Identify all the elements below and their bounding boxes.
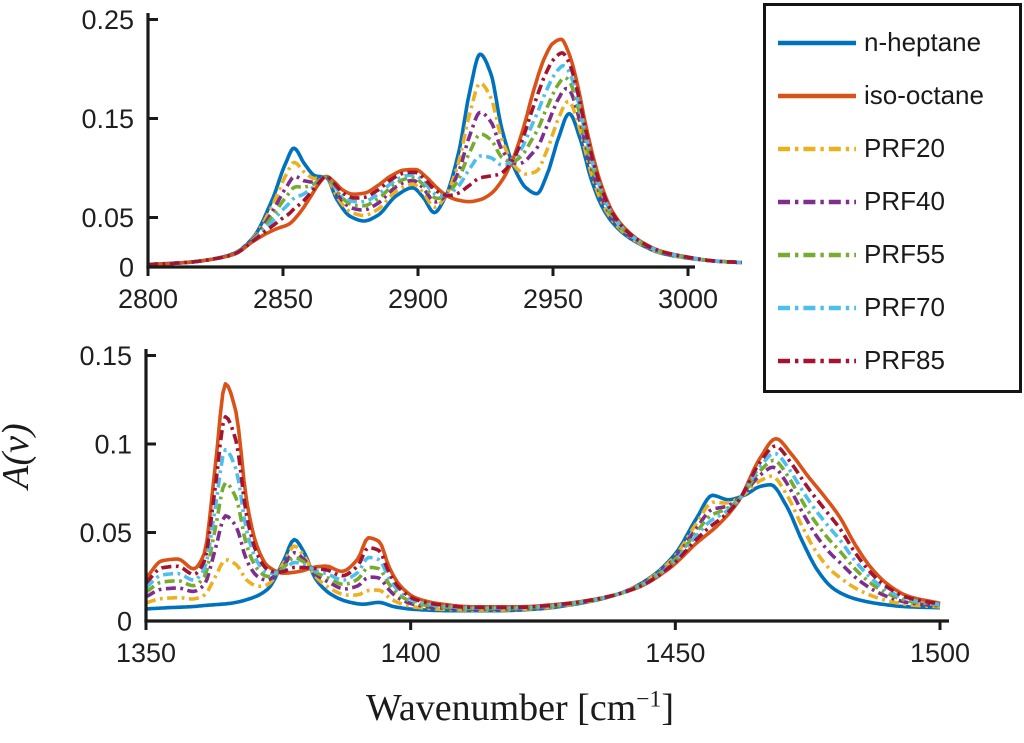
x-tick-label: 2950: [523, 284, 583, 314]
curve-n-heptane: [147, 52, 743, 267]
top-subplot: 2800 2850 2900 2950 3000 0 0.05 0.15 0.25: [81, 5, 743, 314]
x-axis-label-close: ]: [661, 687, 674, 729]
legend-entry-label: PRF70: [864, 292, 945, 322]
legend-entry-label: n-heptane: [864, 27, 982, 57]
x-tick-label: 1500: [910, 638, 970, 668]
y-tick-label: 0.1: [94, 430, 132, 460]
y-tick-label: 0.25: [81, 5, 134, 35]
legend: n-heptane iso-octane PRF20 PRF40 PRF55 PRF70 P…: [763, 3, 1022, 393]
x-axis-label-text: Wavenumber [cm: [366, 687, 637, 729]
x-tick-label: 2800: [118, 284, 178, 314]
legend-entry-label: iso-octane: [864, 80, 984, 110]
x-tick-label: 3000: [658, 284, 718, 314]
curve-PRF55: [147, 76, 743, 267]
y-tick-label: 0: [119, 253, 134, 283]
x-tick-label: 2850: [253, 284, 313, 314]
curve-iso-octane: [147, 37, 743, 267]
curve-PRF70: [147, 64, 743, 267]
y-tick-label: 0.05: [81, 203, 134, 233]
curve-PRF40: [145, 465, 941, 612]
legend-line-sample: [778, 199, 856, 204]
legend-entry-label: PRF55: [864, 239, 945, 269]
curve-PRF20: [147, 81, 743, 267]
legend-entry-n-heptane: n-heptane: [777, 16, 1019, 69]
y-tick-label: 0: [117, 607, 132, 637]
x-tick-label: 1450: [645, 638, 705, 668]
x-tick-label: 1400: [381, 638, 441, 668]
x-tick-label: 2900: [388, 284, 448, 314]
legend-entry-iso-octane: iso-octane: [777, 69, 1019, 122]
legend-entry-PRF55: PRF55: [777, 228, 1019, 281]
legend-entry-PRF20: PRF20: [777, 122, 1019, 175]
legend-entry-label: PRF40: [864, 186, 945, 216]
curve-PRF40: [147, 86, 743, 267]
curve-PRF55: [144, 458, 941, 611]
legend-line-sample: [778, 358, 856, 363]
y-axis-label: A(ν): [0, 423, 37, 489]
x-axis-label: Wavenumber [cm−1]: [300, 686, 740, 730]
legend-entry-PRF70: PRF70: [777, 281, 1019, 334]
legend-entry-PRF85: PRF85: [777, 334, 1019, 387]
legend-line-sample: [778, 305, 856, 310]
x-axis-label-superscript: −1: [636, 686, 662, 713]
top-curves: [147, 37, 743, 267]
bottom-curves: [144, 381, 941, 613]
y-tick-label: 0.15: [81, 104, 134, 134]
y-tick-label: 0.15: [79, 341, 132, 371]
legend-line-sample: [778, 40, 856, 45]
x-tick-label: 1350: [116, 638, 176, 668]
curve-PRF20: [145, 474, 941, 612]
curve-PRF85: [147, 51, 743, 267]
legend-line-sample: [778, 252, 856, 257]
bottom-subplot: 1350 1400 1450 1500 0 0.05 0.1 0.15: [79, 341, 970, 668]
legend-entry-label: PRF85: [864, 345, 945, 375]
legend-line-sample: [778, 93, 856, 98]
legend-entry-PRF40: PRF40: [777, 175, 1019, 228]
curve-PRF85: [144, 414, 941, 610]
y-tick-label: 0.05: [79, 518, 132, 548]
legend-line-sample: [778, 146, 856, 151]
legend-entry-label: PRF20: [864, 133, 945, 163]
